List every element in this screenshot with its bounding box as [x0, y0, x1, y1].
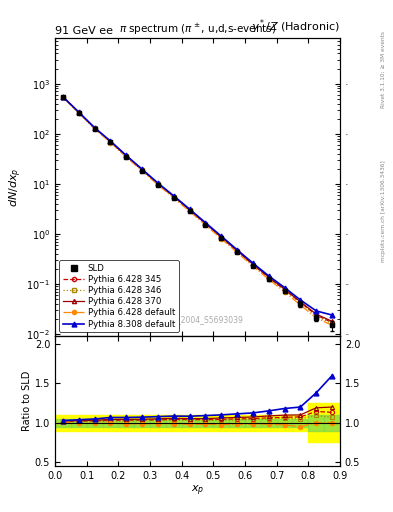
X-axis label: $x_p$: $x_p$: [191, 483, 204, 498]
Title: $\pi$ spectrum ($\pi^\pm$, u,d,s-events): $\pi$ spectrum ($\pi^\pm$, u,d,s-events): [119, 22, 276, 37]
Text: 91 GeV ee: 91 GeV ee: [55, 26, 113, 36]
Text: Rivet 3.1.10; ≥ 3M events: Rivet 3.1.10; ≥ 3M events: [381, 31, 386, 108]
Text: $\gamma^*/Z$ (Hadronic): $\gamma^*/Z$ (Hadronic): [251, 17, 340, 36]
Text: SLD_2004_S5693039: SLD_2004_S5693039: [163, 315, 244, 325]
Y-axis label: Ratio to SLD: Ratio to SLD: [22, 371, 32, 431]
Y-axis label: $dN/dx_p$: $dN/dx_p$: [7, 168, 24, 207]
Legend: SLD, Pythia 6.428 345, Pythia 6.428 346, Pythia 6.428 370, Pythia 6.428 default,: SLD, Pythia 6.428 345, Pythia 6.428 346,…: [59, 261, 178, 332]
Text: mcplots.cern.ch [arXiv:1306.3436]: mcplots.cern.ch [arXiv:1306.3436]: [381, 160, 386, 262]
